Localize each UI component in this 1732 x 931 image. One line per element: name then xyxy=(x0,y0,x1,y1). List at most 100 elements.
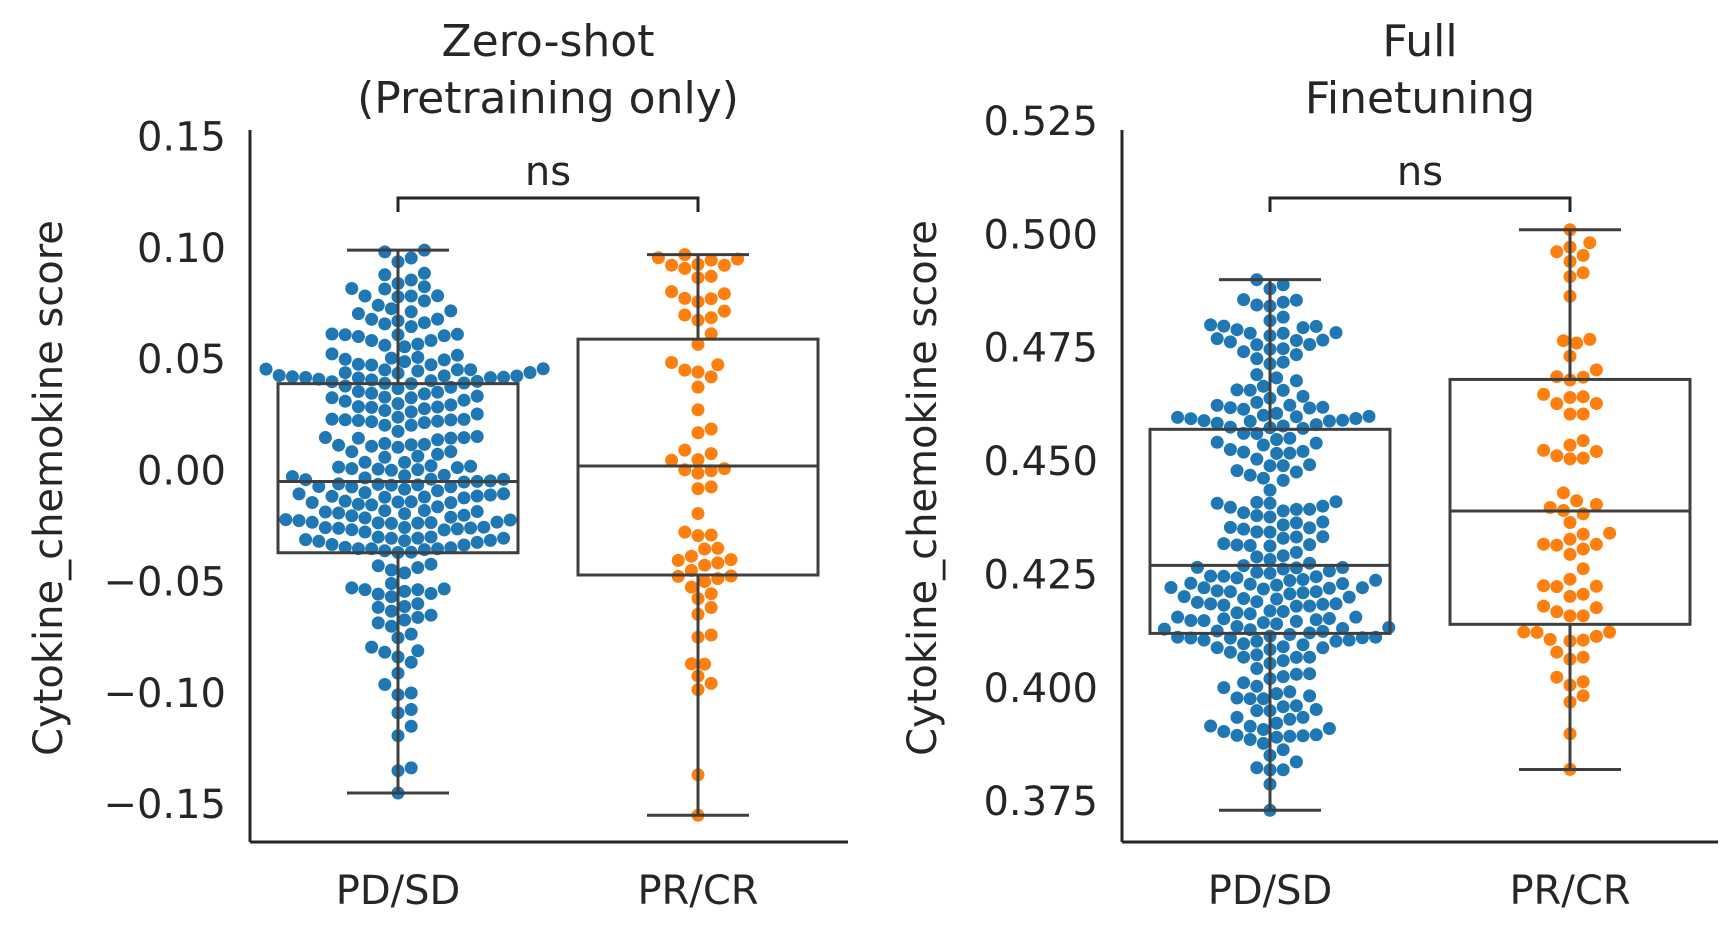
data-point xyxy=(351,385,365,398)
data-point xyxy=(358,455,372,469)
panel-2-significance-label: ns xyxy=(1397,149,1443,195)
data-point xyxy=(345,282,359,295)
data-point xyxy=(371,298,385,312)
data-point xyxy=(259,362,273,376)
data-point xyxy=(391,410,405,424)
data-point xyxy=(411,610,425,624)
data-point xyxy=(1342,633,1356,647)
data-point xyxy=(1171,610,1185,624)
data-point xyxy=(404,405,418,419)
data-point xyxy=(1336,413,1350,427)
data-point xyxy=(1243,607,1257,621)
data-point xyxy=(1184,614,1198,627)
data-point xyxy=(1576,675,1590,689)
data-point xyxy=(417,387,431,401)
data-point xyxy=(704,370,718,384)
data-point xyxy=(279,513,293,527)
data-point xyxy=(431,312,445,326)
data-point xyxy=(1349,412,1363,425)
data-point xyxy=(1217,598,1231,612)
data-point xyxy=(417,437,431,451)
data-point xyxy=(398,455,412,469)
data-point xyxy=(444,413,458,427)
data-point xyxy=(1276,670,1290,684)
data-point xyxy=(1276,531,1290,545)
data-point xyxy=(704,587,718,601)
data-point xyxy=(1289,545,1303,559)
data-point xyxy=(1289,410,1303,424)
data-point xyxy=(450,327,464,341)
panel-2-y-axis-label: Cytokine_chemokine score xyxy=(900,220,946,756)
data-point xyxy=(345,462,359,476)
data-point xyxy=(1210,496,1224,510)
data-point xyxy=(1250,525,1264,539)
data-point xyxy=(1322,722,1336,735)
data-point xyxy=(371,530,385,544)
data-point xyxy=(1563,547,1577,561)
data-point xyxy=(1589,445,1603,458)
data-point xyxy=(691,453,705,467)
data-point xyxy=(384,531,398,545)
data-point xyxy=(1243,692,1257,706)
data-point xyxy=(1289,293,1303,307)
data-point xyxy=(1296,573,1310,586)
data-point xyxy=(1250,634,1264,648)
data-point xyxy=(378,544,392,558)
data-point xyxy=(1563,452,1577,466)
panel-1-boxes xyxy=(276,248,820,817)
data-point xyxy=(424,358,438,372)
data-point xyxy=(411,561,425,575)
data-point xyxy=(678,443,692,457)
panel-1-significance-bracket xyxy=(396,196,700,212)
data-point xyxy=(1355,581,1369,595)
data-point xyxy=(404,418,418,432)
data-point xyxy=(378,490,392,504)
data-point xyxy=(398,534,412,548)
data-point xyxy=(1316,641,1330,655)
data-point xyxy=(1270,433,1284,446)
data-point xyxy=(704,464,718,478)
data-point xyxy=(424,334,438,347)
data-point xyxy=(1563,438,1577,452)
data-point xyxy=(351,400,365,414)
data-point xyxy=(1316,400,1330,414)
data-point xyxy=(1556,486,1570,500)
data-point xyxy=(704,676,718,690)
data-point xyxy=(1230,710,1244,724)
data-point xyxy=(1342,590,1356,604)
data-point xyxy=(704,422,718,436)
data-point xyxy=(684,549,698,563)
data-point xyxy=(1589,601,1603,615)
data-point xyxy=(417,504,431,517)
data-point xyxy=(470,535,484,549)
data-point xyxy=(365,386,379,400)
data-point xyxy=(371,462,385,476)
data-point xyxy=(665,285,679,299)
data-point xyxy=(318,505,332,519)
data-point xyxy=(378,363,392,377)
data-point xyxy=(1250,495,1264,509)
data-point xyxy=(483,488,497,502)
data-point xyxy=(1550,538,1564,552)
data-point xyxy=(1296,389,1310,403)
data-point xyxy=(404,320,418,334)
data-point xyxy=(470,505,484,518)
data-point xyxy=(378,504,392,518)
y-tick-label: 0.450 xyxy=(983,439,1098,485)
data-point xyxy=(1309,436,1323,450)
data-point xyxy=(404,391,418,405)
data-point xyxy=(1576,248,1590,262)
data-point xyxy=(1589,397,1603,410)
data-point xyxy=(1243,326,1257,340)
data-point xyxy=(1237,506,1251,520)
data-point xyxy=(1276,654,1290,668)
data-point xyxy=(1309,728,1323,742)
data-point xyxy=(424,472,438,486)
data-point xyxy=(698,558,712,572)
data-point xyxy=(704,292,718,306)
data-point xyxy=(1210,624,1224,638)
data-point xyxy=(1576,527,1590,541)
data-point xyxy=(391,382,405,396)
y-tick-label: −0.05 xyxy=(103,560,226,606)
data-point xyxy=(378,317,392,331)
